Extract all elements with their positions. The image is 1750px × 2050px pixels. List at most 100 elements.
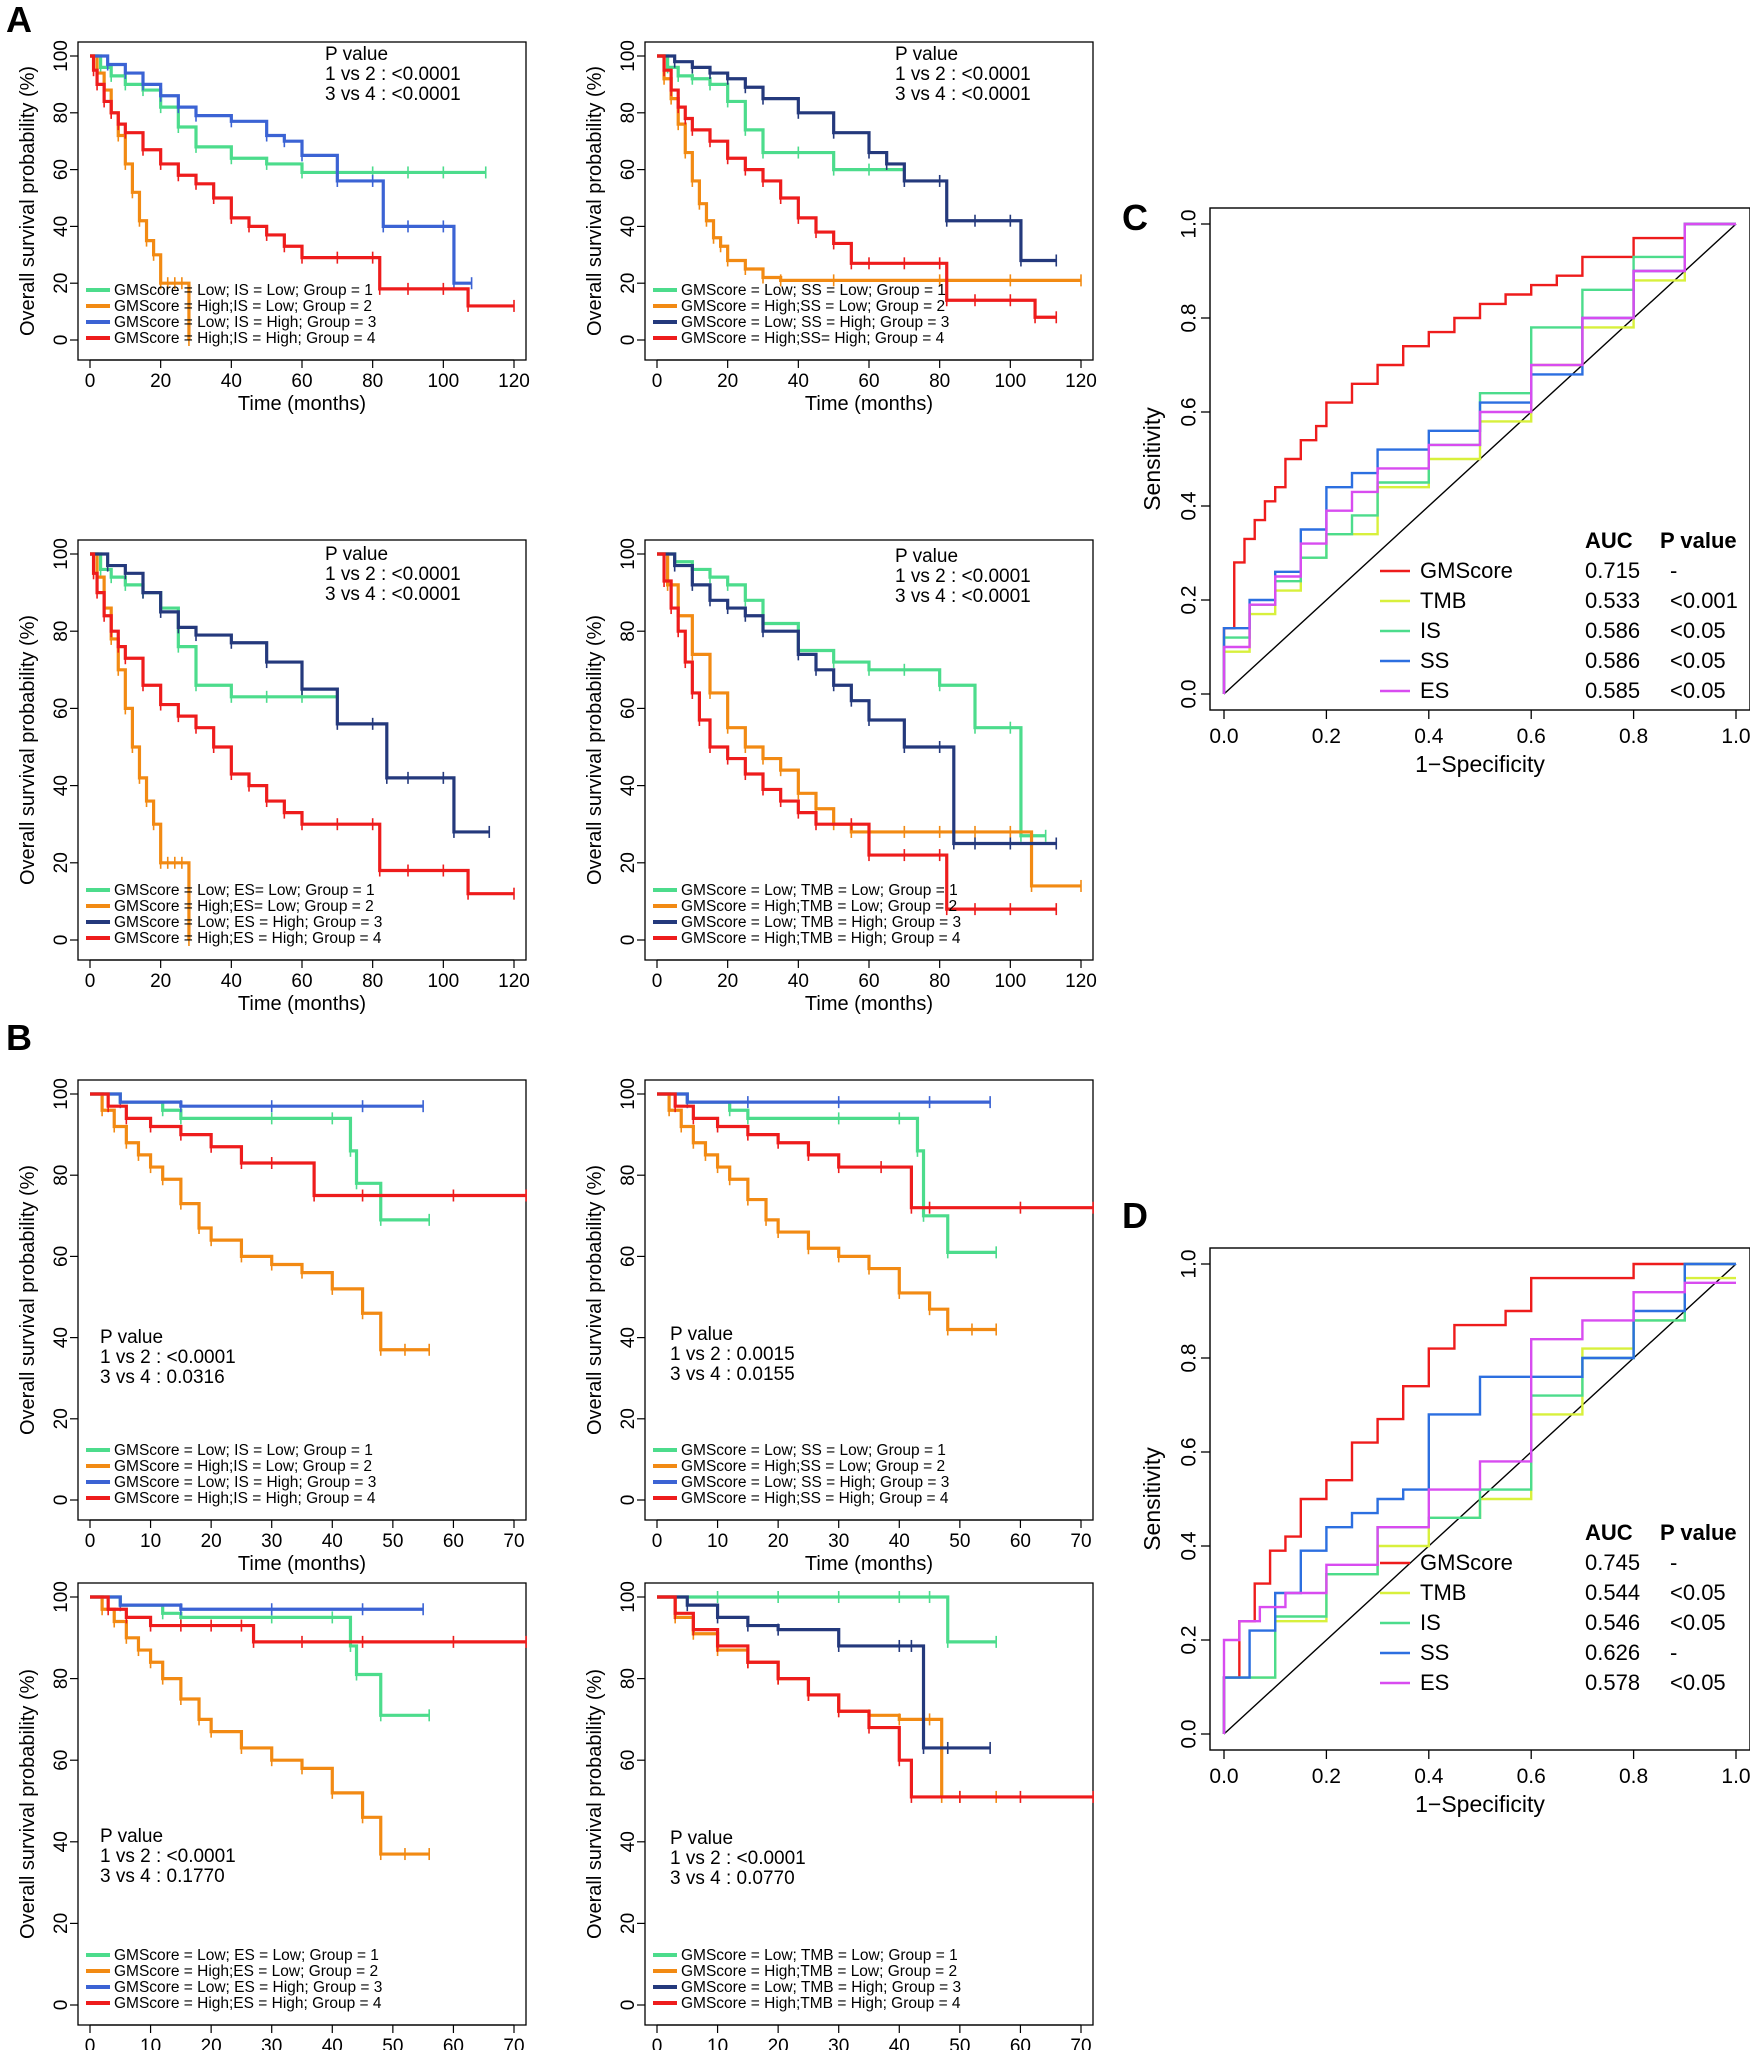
roc-legend: AUC P value GMScore 0.715 - TMB 0.533 <0.001 IS 0… (1380, 528, 1738, 703)
legend-label-group-4: GMScore = High;TMB = High; Group = 4 (681, 1995, 961, 2012)
legend-auc-tmb: 0.533 (1585, 588, 1640, 613)
legend-auc-gmscore: 0.745 (1585, 1550, 1640, 1575)
x-tick-label: 80 (929, 971, 950, 992)
legend-label-group-1: GMScore = Low; TMB = Low; Group = 1 (681, 1947, 958, 1964)
y-axis-label: Overall survival probability (%) (584, 615, 606, 885)
legend-header-auc: AUC (1585, 528, 1633, 553)
y-tick-label: 80 (51, 102, 72, 123)
y-tick-label: 0.4 (1178, 491, 1201, 521)
x-tick-label: 60 (1010, 2036, 1031, 2050)
p-value-line: 1 vs 2 : <0.0001 (100, 1347, 236, 1368)
x-tick-label: 60 (1010, 1531, 1031, 1552)
roc-plot-C: 0.0 0.2 0.4 0.6 0.8 1.0 0.0 0.2 0.4 0.6 0.8 1.0 1−Sp… (1139, 207, 1750, 777)
y-axis-label: Overall survival probability (%) (17, 1669, 39, 1939)
survival-curve-group-4 (90, 1595, 527, 1644)
survival-curve-group-3 (90, 1092, 424, 1108)
p-value-line: 3 vs 4 : <0.0001 (325, 84, 461, 105)
y-tick-label: 100 (51, 1581, 72, 1613)
survival-curve-group-4 (657, 1595, 1094, 1799)
x-tick-label: 0.2 (1312, 1765, 1341, 1788)
legend-label-group-3: GMScore = Low; SS = High; Group = 3 (681, 314, 949, 331)
legend-name-es: ES (1420, 678, 1449, 703)
x-tick-label: 100 (427, 971, 459, 992)
legend-name-tmb: TMB (1420, 588, 1466, 613)
x-tick-label: 0 (652, 971, 663, 992)
x-tick-label: 30 (261, 2036, 282, 2050)
legend-p-es: <0.05 (1670, 1670, 1726, 1695)
y-tick-label: 20 (618, 1913, 639, 1934)
panel-label-B: B (6, 1017, 32, 1058)
x-tick-label: 100 (427, 371, 459, 392)
y-tick-label: 100 (51, 538, 72, 570)
p-value-line: 1 vs 2 : <0.0001 (100, 1846, 236, 1867)
km-plot-4: 0 20 40 60 80 100 120 0 20 40 60 80 100 Time (months)… (584, 538, 1097, 1015)
y-tick-label: 20 (618, 852, 639, 873)
x-tick-label: 0.2 (1312, 725, 1341, 748)
p-value-title: P value (100, 1327, 163, 1348)
y-axis-label: Sensitivity (1139, 407, 1165, 511)
p-value-title: P value (895, 546, 958, 567)
plot-frame (1209, 207, 1750, 711)
plot-frame (1209, 1247, 1750, 1751)
survival-curve-group-1 (90, 1092, 430, 1222)
x-tick-label: 0.8 (1619, 725, 1648, 748)
x-tick-label: 0 (652, 1531, 663, 1552)
legend-label-group-4: GMScore = High;TMB = High; Group = 4 (681, 930, 961, 947)
y-tick-label: 0.2 (1178, 1625, 1201, 1654)
survival-curve-group-2 (657, 1092, 997, 1332)
y-tick-label: 0.6 (1178, 1437, 1201, 1466)
legend-label-group-1: GMScore = Low; ES = Low; Group = 1 (114, 1947, 379, 1964)
y-tick-label: 20 (51, 1408, 72, 1429)
x-tick-label: 120 (1065, 971, 1097, 992)
y-tick-label: 60 (618, 698, 639, 719)
roc-curve-gmscore (1222, 222, 1736, 694)
roc-curve-ss (1222, 1262, 1736, 1734)
x-tick-label: 50 (382, 1531, 403, 1552)
y-tick-label: 0.8 (1178, 1343, 1201, 1372)
p-value-line: 1 vs 2 : <0.0001 (895, 566, 1031, 587)
legend-name-ss: SS (1420, 648, 1449, 673)
y-tick-label: 0 (618, 935, 639, 946)
survival-curve-group-4 (657, 54, 1057, 319)
x-tick-label: 40 (322, 2036, 343, 2050)
survival-curve-group-1 (90, 552, 338, 699)
legend-label-group-1: GMScore = Low; IS = Low; Group = 1 (114, 1442, 373, 1459)
legend-auc-is: 0.586 (1585, 618, 1640, 643)
legend-label-group-1: GMScore = Low; SS = Low; Group = 1 (681, 1442, 946, 1459)
x-tick-label: 80 (362, 371, 383, 392)
x-tick-label: 30 (828, 1531, 849, 1552)
legend-auc-tmb: 0.544 (1585, 1580, 1640, 1605)
legend-label-group-4: GMScore = High;SS = High; Group = 4 (681, 1490, 949, 1507)
x-axis-label: Time (months) (805, 393, 933, 415)
x-tick-label: 120 (1065, 371, 1097, 392)
p-value-title: P value (670, 1828, 733, 1849)
y-tick-label: 40 (51, 1327, 72, 1348)
y-axis-label: Overall survival probability (%) (17, 66, 39, 336)
x-tick-label: 0 (652, 2036, 663, 2050)
legend-label-group-3: GMScore = Low; TMB = High; Group = 3 (681, 1979, 961, 1996)
y-tick-label: 80 (51, 621, 72, 642)
roc-curve-es (1222, 1281, 1736, 1734)
y-tick-label: 60 (618, 159, 639, 180)
x-tick-label: 0 (85, 971, 96, 992)
legend-name-es: ES (1420, 1670, 1449, 1695)
x-tick-label: 20 (717, 971, 738, 992)
legend-label-group-2: GMScore = High;TMB = Low; Group = 2 (681, 898, 957, 915)
p-value-title: P value (100, 1826, 163, 1847)
y-axis-label: Overall survival probability (%) (17, 615, 39, 885)
y-tick-label: 100 (618, 1581, 639, 1613)
x-axis-label: Time (months) (238, 1553, 366, 1575)
x-axis-label: Time (months) (805, 1553, 933, 1575)
legend-name-tmb: TMB (1420, 1580, 1466, 1605)
y-tick-label: 80 (618, 1668, 639, 1689)
x-tick-label: 70 (503, 1531, 524, 1552)
survival-curve-group-2 (90, 1595, 430, 1856)
p-value-line: 3 vs 4 : <0.0001 (895, 84, 1031, 105)
legend-label-group-3: GMScore = Low; ES = High; Group = 3 (114, 1979, 382, 1996)
y-tick-label: 40 (51, 1831, 72, 1852)
